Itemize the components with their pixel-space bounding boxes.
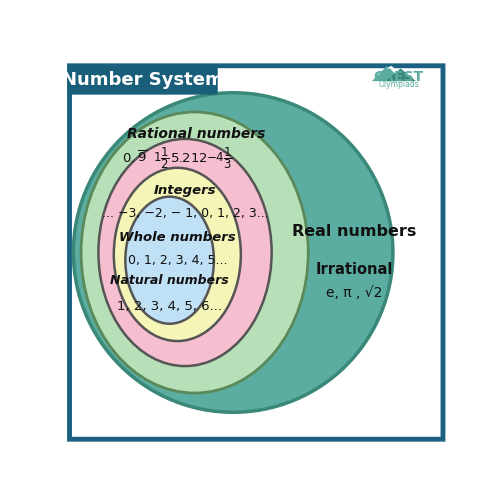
Text: Number System: Number System (62, 71, 224, 89)
Ellipse shape (114, 168, 241, 341)
Polygon shape (387, 66, 395, 68)
Ellipse shape (126, 196, 214, 324)
Ellipse shape (74, 92, 393, 412)
Text: Olympiads: Olympiads (378, 80, 419, 89)
Ellipse shape (81, 112, 308, 393)
Text: Rational numbers: Rational numbers (128, 127, 266, 141)
Polygon shape (372, 66, 402, 81)
Text: Whole numbers: Whole numbers (119, 230, 236, 243)
Text: $1\dfrac{1}{2}$: $1\dfrac{1}{2}$ (154, 146, 170, 171)
Text: 1, 2, 3, 4, 5, 6...: 1, 2, 3, 4, 5, 6... (117, 300, 222, 313)
Ellipse shape (98, 139, 272, 366)
Text: Irrational: Irrational (316, 262, 393, 278)
Text: $-4\dfrac{1}{3}$: $-4\dfrac{1}{3}$ (206, 146, 233, 171)
Text: $0.\overline{9}$: $0.\overline{9}$ (122, 150, 148, 166)
Text: 0, 1, 2, 3, 4, 5...: 0, 1, 2, 3, 4, 5... (128, 254, 227, 266)
Text: $5.212$: $5.212$ (170, 152, 208, 164)
Polygon shape (385, 68, 416, 81)
Text: Integers: Integers (154, 184, 216, 198)
Text: e, π , √2: e, π , √2 (326, 286, 382, 300)
FancyBboxPatch shape (68, 66, 218, 94)
FancyBboxPatch shape (70, 66, 443, 439)
Text: ... −3, −2, − 1, 0, 1, 2, 3...: ... −3, −2, − 1, 0, 1, 2, 3... (102, 208, 268, 220)
Text: CREST: CREST (374, 70, 424, 84)
Text: Natural numbers: Natural numbers (110, 274, 229, 286)
Text: Real numbers: Real numbers (292, 224, 416, 239)
